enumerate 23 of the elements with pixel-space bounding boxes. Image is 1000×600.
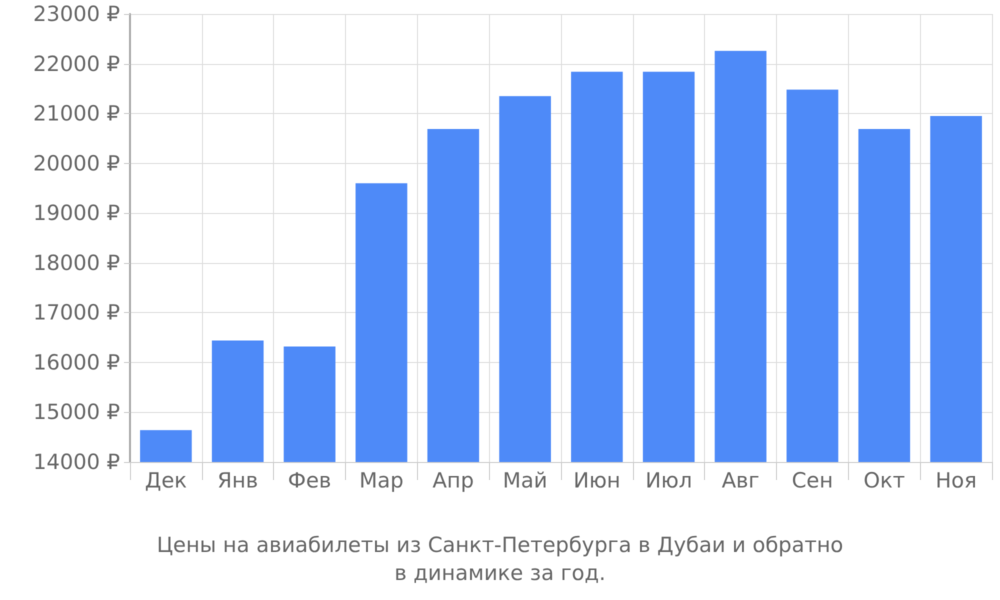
x-tick-label: Мар	[359, 468, 404, 492]
y-tick-label: 14000 ₽	[33, 450, 120, 474]
y-tick-label: 16000 ₽	[33, 350, 120, 374]
y-tick-label: 23000 ₽	[33, 2, 120, 26]
x-tick-label: Окт	[864, 468, 905, 492]
y-tick-label: 21000 ₽	[33, 102, 120, 126]
x-tick-label: Апр	[432, 468, 474, 492]
y-tick-label: 15000 ₽	[33, 400, 120, 424]
x-tick-label: Янв	[217, 468, 258, 492]
y-tick-label: 18000 ₽	[33, 250, 120, 275]
x-tick-label: Ноя	[935, 468, 977, 492]
y-tick-label: 19000 ₽	[33, 201, 120, 226]
y-tick-label: 17000 ₽	[33, 300, 120, 325]
x-tick-label: Авг	[722, 468, 760, 492]
text: Цены на авиабилеты из Санкт-Петербурга в Дубаи и обратно в динамике за год.	[156, 533, 844, 585]
x-tick-label: Сен	[792, 468, 834, 492]
x-tick-label: Июн	[573, 468, 620, 492]
x-tick-label: Фев	[288, 468, 332, 492]
y-tick-label: 20000 ₽	[33, 151, 120, 176]
x-tick-label: Май	[502, 468, 548, 492]
x-tick-label: Июл	[645, 468, 692, 492]
y-tick-label: 22000 ₽	[33, 52, 120, 76]
x-tick-label: Дек	[144, 468, 187, 492]
